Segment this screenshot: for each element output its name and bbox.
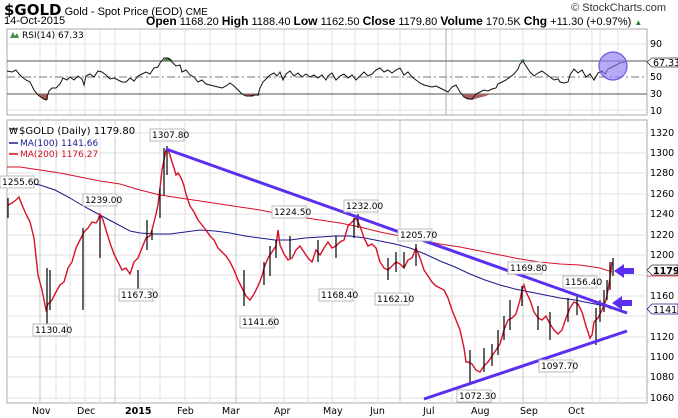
ohlc-summary: Open 1168.20 High 1188.40 Low 1162.50 Cl… [146, 14, 642, 28]
chart-title: $GOLD Gold - Spot Price (EOD) CME [4, 1, 208, 19]
high-value: 1188.40 [251, 16, 291, 28]
svg-text:1080: 1080 [650, 372, 674, 383]
low-value: 1162.50 [320, 16, 360, 28]
svg-text:1141.60: 1141.60 [242, 318, 279, 328]
volume-label: Volume [440, 14, 483, 28]
descending-trendline [165, 147, 628, 315]
svg-text:1260: 1260 [650, 189, 674, 200]
price-y-axis: 1320 1300 1280 1260 1240 1220 1200 1160 1120 1… [650, 128, 674, 404]
rsi-highlight-circle [598, 51, 628, 81]
svg-text:1162.10: 1162.10 [377, 295, 414, 305]
svg-text:1205.70: 1205.70 [400, 231, 437, 241]
svg-text:1100: 1100 [650, 352, 674, 363]
svg-text:1220: 1220 [650, 230, 674, 241]
svg-text:1300: 1300 [650, 148, 674, 159]
ma100-price-tag [646, 303, 678, 315]
change-value: +11.30 (+0.97%) [550, 16, 632, 28]
svg-text:Feb: Feb [177, 406, 194, 417]
svg-text:1320: 1320 [650, 128, 674, 139]
up-arrow-icon: ▲ [634, 18, 643, 27]
symbol: $GOLD [4, 1, 62, 19]
rsi-tick-30: 30 [650, 89, 662, 100]
ascending-trendline [423, 329, 628, 401]
rsi-indicator-icon [10, 32, 19, 38]
symbol-description: Gold - Spot Price (EOD) [64, 6, 183, 18]
ma200-legend: MA(200) 1176.27 [20, 150, 98, 160]
svg-text:Apr: Apr [274, 406, 291, 417]
x-axis: Nov Dec 2015 Feb Mar Apr May Jun Jul Aug… [32, 406, 585, 417]
price-legend: $GOLD (Daily) 1179.80 [19, 126, 135, 137]
price-chart-icon: ₩ [9, 127, 18, 137]
svg-text:2015: 2015 [125, 406, 151, 417]
svg-text:Jun: Jun [369, 406, 385, 417]
quote-date: 14-Oct-2015 [4, 15, 66, 27]
svg-text:May: May [323, 406, 343, 417]
rsi-tick-50: 50 [650, 72, 662, 83]
svg-text:1224.50: 1224.50 [274, 208, 311, 218]
svg-text:Mar: Mar [222, 406, 240, 417]
svg-text:1280: 1280 [650, 168, 674, 179]
svg-text:1120: 1120 [650, 332, 674, 343]
svg-text:1240: 1240 [650, 209, 674, 220]
change-label: Chg [523, 14, 548, 28]
price-annotations: 1255.60 1130.40 1239.00 1167.30 1307.80 … [0, 128, 602, 403]
rsi-value-tag [646, 57, 678, 68]
ma100-line [6, 181, 613, 310]
svg-text:1307.80: 1307.80 [152, 131, 189, 141]
price-panel [6, 119, 648, 404]
svg-text:1160: 1160 [650, 291, 674, 302]
rsi-frame [6, 28, 648, 116]
low-label: Low [293, 14, 318, 28]
ma100-legend: MA(100) 1141.66 [20, 139, 98, 149]
svg-text:Jul: Jul [422, 406, 434, 417]
ma100-price-tag-text: 1141.6 [653, 305, 678, 316]
svg-text:1200: 1200 [650, 250, 674, 261]
last-price-tag [646, 264, 678, 276]
svg-text:Aug: Aug [471, 406, 490, 417]
close-value: 1179.80 [398, 16, 438, 28]
svg-text:1097.70: 1097.70 [541, 362, 578, 372]
high-label: High [221, 14, 249, 28]
svg-text:1060: 1060 [650, 393, 674, 404]
close-label: Close [362, 14, 396, 28]
svg-text:1130.40: 1130.40 [35, 326, 72, 336]
arrow-ma200-icon [614, 264, 634, 278]
svg-text:1232.00: 1232.00 [346, 202, 383, 212]
svg-text:1168.40: 1168.40 [321, 291, 358, 301]
svg-text:1156.40: 1156.40 [565, 278, 602, 288]
open-label: Open [146, 14, 177, 28]
svg-text:Nov: Nov [32, 406, 51, 417]
svg-text:Dec: Dec [77, 406, 95, 417]
rsi-tick-10: 10 [650, 106, 662, 117]
svg-text:1169.80: 1169.80 [510, 264, 547, 274]
rsi-panel [6, 28, 593, 116]
svg-text:1239.00: 1239.00 [85, 196, 122, 206]
brand-watermark: © StockCharts.com [571, 2, 666, 14]
arrow-breakout-icon [612, 296, 632, 310]
rsi-legend: RSI(14) 67.33 [22, 31, 84, 41]
svg-text:Sep: Sep [520, 406, 538, 417]
price-candles [7, 149, 613, 373]
svg-text:Oct: Oct [568, 406, 585, 417]
svg-text:1072.30: 1072.30 [459, 392, 496, 402]
svg-text:1167.30: 1167.30 [121, 291, 158, 301]
last-price-tag-text: 1179.8 [653, 266, 678, 277]
exchange: CME [185, 7, 208, 18]
svg-text:1255.60: 1255.60 [2, 178, 39, 188]
rsi-line [6, 57, 626, 101]
volume-value: 170.5K [485, 16, 521, 28]
ma200-line [7, 166, 613, 273]
rsi-tick-90: 90 [650, 39, 662, 50]
open-value: 1168.20 [179, 16, 219, 28]
rsi-grid [7, 29, 593, 115]
rsi-value-tag-text: 67.33 [653, 58, 678, 69]
